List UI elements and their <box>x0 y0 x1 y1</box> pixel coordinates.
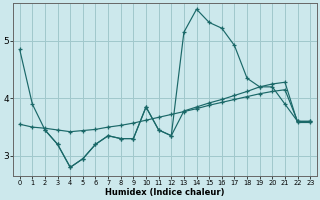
X-axis label: Humidex (Indice chaleur): Humidex (Indice chaleur) <box>105 188 225 197</box>
